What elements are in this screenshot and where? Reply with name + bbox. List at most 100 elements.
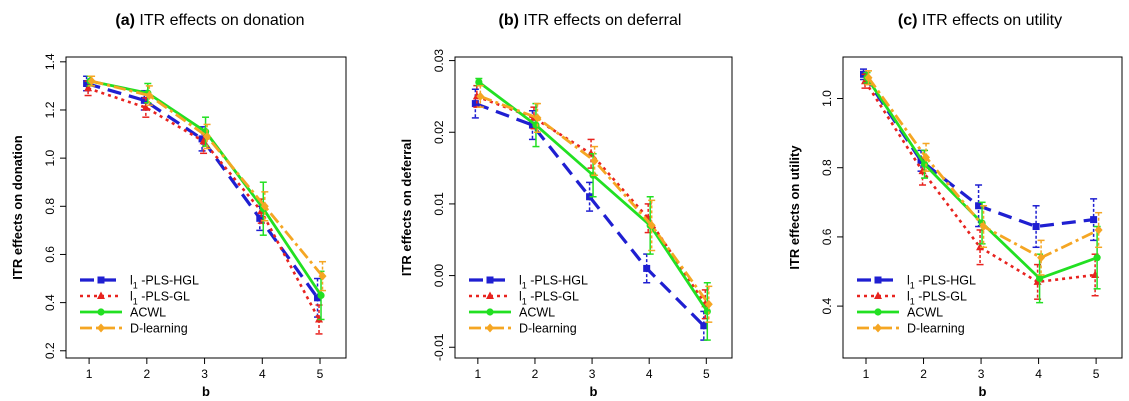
data-point-hgl xyxy=(314,294,322,302)
data-point-hgl xyxy=(643,264,651,272)
series-hgl xyxy=(471,88,708,341)
legend-marker-acwl xyxy=(874,308,882,316)
error-bar xyxy=(319,260,327,292)
y-tick-label: 1.0 xyxy=(820,90,834,107)
legend-label-symbol: l xyxy=(130,290,133,304)
legend-marker-acwl xyxy=(97,308,105,316)
chart-title: (b) ITR effects on deferral xyxy=(499,12,682,29)
legend-label-dlearn: D-learning xyxy=(519,322,577,336)
chart-title-prefix: (c) xyxy=(898,12,918,29)
series-gl xyxy=(472,84,710,320)
data-point-dlearn xyxy=(203,131,212,141)
x-tick-label: 4 xyxy=(1035,367,1042,381)
data-point-acwl xyxy=(475,78,483,86)
series-acwl xyxy=(863,71,1101,304)
series-line-gl xyxy=(863,80,1096,284)
legend-marker-dlearn xyxy=(486,323,494,333)
data-point-dlearn xyxy=(979,222,988,232)
legend-label-gl: l1 -PLS-GL xyxy=(519,290,579,307)
series-dlearn xyxy=(476,84,713,323)
data-point-dlearn xyxy=(1094,225,1103,235)
data-point-hgl xyxy=(198,135,206,143)
legend-marker-gl xyxy=(97,291,105,299)
data-point-dlearn xyxy=(533,113,542,123)
y-tick-label: 0.4 xyxy=(820,297,834,314)
y-axis-label: ITR effects on deferral xyxy=(399,139,414,276)
data-point-dlearn xyxy=(260,201,269,211)
legend-label-text: -PLS-HGL xyxy=(138,274,199,288)
legend-label-subscript: 1 xyxy=(522,297,527,307)
y-axis-label: ITR effects on utility xyxy=(787,145,802,270)
error-bar xyxy=(586,181,594,212)
data-point-hgl xyxy=(256,214,264,222)
legend-marker-hgl xyxy=(874,276,882,284)
series-line-dlearn xyxy=(479,95,710,306)
legend-label-gl: l1 -PLS-GL xyxy=(907,290,967,307)
data-point-dlearn xyxy=(864,73,873,83)
data-point-hgl xyxy=(471,100,479,108)
y-tick-label: 1.0 xyxy=(43,149,57,166)
data-point-gl xyxy=(141,103,150,111)
x-tick-label: 3 xyxy=(589,367,596,381)
legend-label-symbol: l xyxy=(519,290,522,304)
chart-title-prefix: (b) xyxy=(499,12,519,29)
data-point-dlearn xyxy=(87,76,96,86)
y-tick-label: 0.6 xyxy=(43,246,57,263)
chart-title: (c) ITR effects on utility xyxy=(898,12,1062,29)
data-point-hgl xyxy=(1032,223,1040,231)
chart-title-text: ITR effects on donation xyxy=(135,12,305,29)
x-tick-label: 1 xyxy=(86,367,93,381)
data-point-acwl xyxy=(317,291,325,299)
legend-label-hgl: l1 -PLS-HGL xyxy=(130,274,199,291)
data-point-dlearn xyxy=(647,220,656,230)
legend-marker-dlearn xyxy=(874,323,882,333)
legend-label-text: -PLS-GL xyxy=(915,290,967,304)
legend-label-subscript: 1 xyxy=(910,281,915,291)
data-point-dlearn xyxy=(704,299,713,309)
y-tick-label: 0.02 xyxy=(432,120,446,144)
series-hgl xyxy=(83,75,322,318)
legend-label-symbol: l xyxy=(907,274,910,288)
error-bar xyxy=(145,85,153,106)
y-tick-label: 0.03 xyxy=(432,49,446,73)
data-point-hgl xyxy=(83,79,91,87)
chart-panel-2: (b) ITR effects on deferral 1 2 3 4 5 b -0.01 0.… xyxy=(399,12,733,399)
x-tick-label: 4 xyxy=(259,367,266,381)
legend-label-acwl: ACWL xyxy=(907,306,943,320)
legend-label-subscript: 1 xyxy=(133,297,138,307)
legend-label-text: -PLS-HGL xyxy=(527,274,588,288)
data-point-acwl xyxy=(1093,254,1101,262)
chart-title-text: ITR effects on deferral xyxy=(519,12,681,29)
series-line-acwl xyxy=(89,79,323,297)
series-acwl xyxy=(475,77,711,341)
data-point-hgl xyxy=(1090,216,1098,224)
series-line-dlearn xyxy=(91,79,324,278)
series-gl xyxy=(861,73,1100,300)
data-point-dlearn xyxy=(476,91,485,101)
error-bar xyxy=(261,191,269,222)
chart-title-prefix: (a) xyxy=(115,12,135,29)
legend-label-gl: l1 -PLS-GL xyxy=(130,290,190,307)
legend-label-text: -PLS-GL xyxy=(138,290,190,304)
x-tick-label: 3 xyxy=(201,367,208,381)
data-point-dlearn xyxy=(590,156,599,166)
series-line-hgl xyxy=(86,81,319,299)
x-tick-label: 1 xyxy=(475,367,482,381)
y-tick-label: 0.8 xyxy=(43,198,57,215)
legend-label-dlearn: D-learning xyxy=(907,322,965,336)
x-axis-label: b xyxy=(979,384,987,399)
series-line-hgl xyxy=(474,102,705,327)
legend-marker-hgl xyxy=(486,276,494,284)
plot-frame xyxy=(65,56,347,359)
y-axis-label: ITR effects on donation xyxy=(10,135,25,280)
legend-label-subscript: 1 xyxy=(910,297,915,307)
data-point-hgl xyxy=(700,322,708,330)
y-tick-label: 0.8 xyxy=(820,159,834,176)
x-tick-label: 2 xyxy=(920,367,927,381)
legend-label-subscript: 1 xyxy=(522,281,527,291)
data-point-hgl xyxy=(140,96,148,104)
series-dlearn xyxy=(87,75,327,292)
error-bar xyxy=(471,88,479,119)
y-tick-label: 1.4 xyxy=(43,53,57,70)
